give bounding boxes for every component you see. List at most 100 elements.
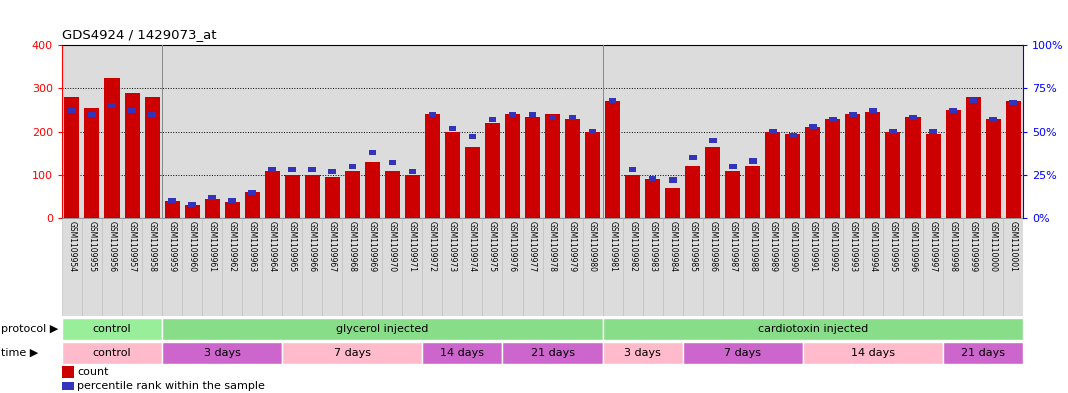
Bar (662, 218, 682, 316)
Bar (826, 119, 841, 218)
Bar (465, 147, 480, 218)
Bar (705, 147, 720, 218)
Bar (970, 98, 977, 103)
Text: GSM1109969: GSM1109969 (367, 221, 377, 272)
Bar (302, 218, 323, 316)
Text: protocol ▶: protocol ▶ (1, 324, 59, 334)
Bar (609, 98, 616, 103)
Bar (863, 218, 883, 316)
Bar (442, 218, 462, 316)
Bar (686, 166, 701, 218)
Text: GSM1109954: GSM1109954 (67, 221, 77, 272)
Bar (505, 114, 520, 218)
Bar (585, 132, 600, 218)
Text: GSM1109978: GSM1109978 (548, 221, 557, 272)
Bar (428, 112, 436, 117)
Text: GSM1109965: GSM1109965 (287, 221, 297, 272)
Bar (425, 114, 440, 218)
Bar (849, 112, 857, 117)
Text: GSM1109986: GSM1109986 (708, 221, 718, 272)
Bar (282, 218, 302, 316)
Bar (449, 126, 456, 131)
Bar (84, 108, 99, 218)
Text: 21 days: 21 days (961, 348, 1005, 358)
Bar (625, 175, 640, 218)
Text: GSM1109976: GSM1109976 (508, 221, 517, 272)
Text: GSM1109980: GSM1109980 (588, 221, 597, 272)
Text: GSM1109974: GSM1109974 (468, 221, 477, 272)
Text: GSM1109968: GSM1109968 (348, 221, 357, 272)
Bar (649, 176, 657, 181)
Bar (629, 167, 637, 172)
Bar (242, 218, 262, 316)
Bar (82, 218, 103, 316)
Text: GSM1109988: GSM1109988 (749, 221, 757, 272)
Bar (703, 218, 723, 316)
Text: GSM1109956: GSM1109956 (108, 221, 116, 272)
Bar (549, 115, 556, 120)
Bar (405, 175, 420, 218)
Bar (545, 114, 560, 218)
Bar (148, 112, 156, 117)
Bar (122, 218, 142, 316)
Bar (769, 129, 776, 134)
Bar (245, 192, 260, 218)
Text: cardiotoxin injected: cardiotoxin injected (758, 324, 868, 334)
Bar (749, 158, 756, 163)
Bar (529, 112, 536, 117)
Bar (502, 218, 522, 316)
Bar (923, 218, 943, 316)
Bar (602, 342, 682, 364)
Bar (623, 218, 643, 316)
Text: GSM1109963: GSM1109963 (248, 221, 256, 272)
Bar (262, 218, 282, 316)
Text: GSM1109985: GSM1109985 (688, 221, 697, 272)
Bar (949, 108, 957, 114)
Bar (423, 342, 503, 364)
Bar (304, 175, 319, 218)
Text: GSM1109992: GSM1109992 (829, 221, 837, 272)
Text: GSM1109977: GSM1109977 (528, 221, 537, 272)
Bar (164, 201, 179, 218)
Text: GSM1109987: GSM1109987 (728, 221, 737, 272)
Bar (222, 218, 242, 316)
Bar (329, 169, 336, 174)
Bar (785, 134, 800, 218)
Text: GSM1109983: GSM1109983 (648, 221, 657, 272)
Bar (602, 218, 623, 316)
Bar (365, 162, 380, 218)
Bar (929, 129, 937, 134)
Bar (285, 175, 300, 218)
Text: GSM1109959: GSM1109959 (168, 221, 176, 272)
Bar (62, 318, 162, 340)
Bar (989, 117, 996, 122)
Bar (185, 205, 200, 218)
Bar (1009, 100, 1017, 105)
Bar (602, 318, 1023, 340)
Bar (1006, 101, 1021, 218)
Text: GSM1109970: GSM1109970 (388, 221, 397, 272)
Text: GSM1109973: GSM1109973 (447, 221, 457, 272)
Text: GSM1109984: GSM1109984 (669, 221, 677, 272)
Bar (665, 188, 680, 218)
Bar (846, 114, 861, 218)
Bar (803, 218, 822, 316)
Text: GSM1109997: GSM1109997 (928, 221, 938, 272)
Bar (325, 177, 340, 218)
Text: 14 days: 14 days (851, 348, 895, 358)
Bar (588, 129, 596, 134)
Bar (689, 155, 696, 160)
Text: GSM1109981: GSM1109981 (608, 221, 617, 272)
Bar (128, 108, 136, 114)
Bar (803, 342, 943, 364)
Bar (565, 119, 580, 218)
Bar (345, 171, 360, 218)
Text: count: count (77, 367, 108, 377)
Bar (462, 218, 483, 316)
Bar (902, 218, 923, 316)
Text: 7 days: 7 days (334, 348, 371, 358)
Bar (943, 342, 1023, 364)
Bar (409, 169, 417, 174)
Text: 21 days: 21 days (531, 348, 575, 358)
Bar (885, 132, 900, 218)
